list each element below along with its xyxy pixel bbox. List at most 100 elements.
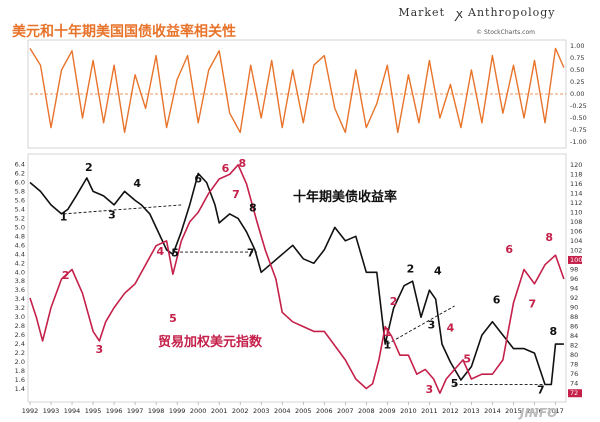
dollar-tick-label: 88 [570,313,578,321]
dollar-tick-label: 78 [570,361,578,369]
yield-tick-label: 4.4 [15,250,25,258]
dollar-tick-label: 106 [570,227,582,235]
dollar-tick-label: 94 [570,285,578,293]
dollar-tick-label: 92 [570,294,578,302]
yield-wave-number: 2 [407,262,415,275]
dollar-tick-label: 118 [570,170,582,178]
yield-tick-label: 2.4 [15,340,25,348]
yield-tick-label: 2.0 [15,358,25,366]
yield-wave-number: 1 [384,339,392,352]
dollar-wave-number: 1 [384,326,392,339]
top-y-tick-label: 0.00 [570,90,584,98]
dollar-wave-number: 2 [62,269,70,282]
year-tick-label: 2009 [379,407,396,415]
year-tick-label: 2017 [547,407,564,415]
yield-wave-number: 7 [537,384,545,397]
brand-anthropology: Anthropology [467,6,555,19]
yield-wave-number: 8 [550,325,558,338]
dollar-tick-label: 96 [570,275,578,283]
yield-tick-label: 1.6 [15,376,25,384]
dollar-tick-label: 116 [570,180,582,188]
yield-tick-label: 4.2 [15,259,25,267]
year-tick-label: 1993 [43,407,60,415]
top-y-tick-label: 0.75 [570,54,584,62]
year-tick-label: 2005 [295,407,312,415]
dollar-tick-label: 108 [570,218,582,226]
trend-line [63,204,182,215]
brand-logo-icon: ꭗ [454,7,463,22]
year-tick-label: 1998 [148,407,165,415]
dollar-wave-number: 4 [447,321,455,334]
dollar-tick-label: 98 [570,265,578,273]
dollar-wave-number: 4 [156,245,164,258]
year-tick-label: 2015 [505,407,522,415]
top-y-tick-label: 0.50 [570,66,584,74]
top-y-tick-label: -1.00 [570,138,587,146]
dollar-tick-label: 110 [570,208,582,216]
dollar-tick-label: 74 [570,380,578,388]
dollar-wave-number: 6 [505,243,513,256]
yield-y-axis: 1.41.61.82.02.22.42.62.83.03.23.43.63.84… [15,160,25,393]
dollar-wave-number: 7 [232,188,240,201]
year-tick-label: 2004 [274,407,291,415]
dollar-wave-number: 2 [390,295,398,308]
yield-tick-label: 6.2 [15,169,25,177]
yield-wave-number: 6 [493,294,501,307]
dollar-wave-number: 3 [426,383,434,396]
yield-wave-number: 7 [247,247,255,260]
top-y-tick-label: 1.00 [570,42,584,50]
yield-tick-label: 2.6 [15,331,25,339]
dollar-last-value-text: 72 [570,389,578,397]
yield-tick-label: 5.2 [15,214,25,222]
yield-tick-label: 3.0 [15,313,25,321]
yield-tick-label: 5.4 [15,205,25,213]
dollar-tick-label: 114 [570,189,582,197]
watermark: JINFO [518,406,557,420]
yield-wave-number: 4 [133,177,141,190]
year-tick-label: 2007 [337,407,354,415]
yield-wave-number: 8 [249,202,257,215]
dollar-wave-number: 5 [463,352,471,365]
year-tick-label: 2002 [232,407,249,415]
year-tick-label: 2006 [316,407,333,415]
yield-tick-label: 3.8 [15,277,25,285]
yield-tick-label: 5.0 [15,223,25,231]
yield-tick-label: 4.6 [15,241,25,249]
yield-tick-label: 3.2 [15,304,25,312]
yield-wave-number: 6 [194,172,202,185]
chart-title: 美元和十年期美国国债收益率相关性 [12,23,236,40]
year-tick-label: 1997 [127,407,144,415]
dollar-wave-number: 8 [545,231,553,244]
year-tick-label: 2016 [526,407,543,415]
trendlines [63,204,545,385]
yield-wave-number: 4 [434,265,442,278]
top-y-tick-label: -0.50 [570,114,587,122]
dollar-wave-number: 3 [96,343,104,356]
year-tick-label: 2008 [358,407,375,415]
yield-wave-number: 3 [428,318,436,331]
year-tick-label: 2012 [442,407,459,415]
year-tick-label: 1995 [85,407,102,415]
dollar-wave-number: 5 [169,312,177,325]
yield-tick-label: 2.8 [15,322,25,330]
dollar-tick-label: 76 [570,370,578,378]
yield-tick-label: 4.8 [15,232,25,240]
credit-text: © StockCharts.com [476,29,535,36]
year-tick-label: 2011 [421,407,438,415]
year-tick-label: 2014 [484,407,501,415]
year-tick-label: 1994 [64,407,81,415]
dollar-tick-label: 102 [570,246,582,254]
year-tick-label: 2003 [253,407,270,415]
dollar-tick-label: 112 [570,199,582,207]
dollar-wave-number: 7 [529,298,537,311]
yield-line [29,172,564,386]
year-tick-label: 2001 [211,407,228,415]
yield-wave-number: 2 [85,161,93,174]
main-series [29,164,565,395]
year-tick-label: 2013 [463,407,480,415]
correlation-line [29,47,565,134]
yield-wave-number: 5 [451,377,459,390]
